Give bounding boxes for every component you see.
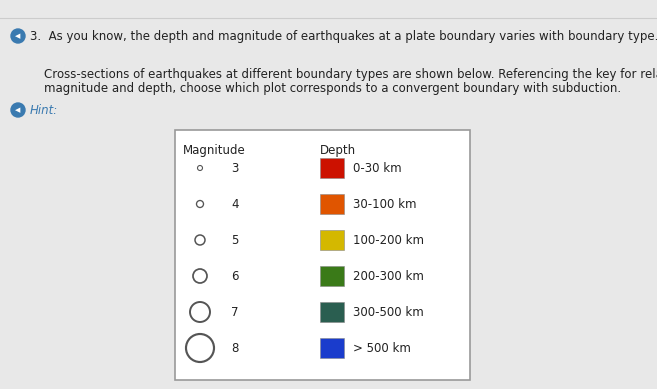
Text: 3.  As you know, the depth and magnitude of earthquakes at a plate boundary vari: 3. As you know, the depth and magnitude … [30, 30, 657, 42]
Bar [320, 158, 344, 178]
Text: 8: 8 [231, 342, 238, 354]
Bar [175, 130, 470, 380]
Text: ◀: ◀ [15, 107, 20, 113]
Text: 300-500 km: 300-500 km [353, 305, 424, 319]
Text: magnitude and depth, choose which plot corresponds to a convergent boundary with: magnitude and depth, choose which plot c… [44, 82, 621, 95]
Text: 100-200 km: 100-200 km [353, 233, 424, 247]
Text: ◀: ◀ [15, 33, 20, 39]
Text: 4: 4 [231, 198, 238, 210]
Text: 200-300 km: 200-300 km [353, 270, 424, 282]
Text: > 500 km: > 500 km [353, 342, 411, 354]
Text: Hint:: Hint: [30, 103, 58, 116]
Text: Depth: Depth [320, 144, 356, 157]
Bar [320, 266, 344, 286]
Text: Cross-sections of earthquakes at different boundary types are shown below. Refer: Cross-sections of earthquakes at differe… [44, 68, 657, 81]
Bar [320, 230, 344, 250]
Text: 3: 3 [231, 161, 238, 175]
Text: 7: 7 [231, 305, 238, 319]
Text: 5: 5 [231, 233, 238, 247]
Bar [320, 194, 344, 214]
Text: Magnitude: Magnitude [183, 144, 246, 157]
Text: 6: 6 [231, 270, 238, 282]
Circle shape [11, 29, 25, 43]
Circle shape [11, 103, 25, 117]
Bar [320, 302, 344, 322]
Text: 0-30 km: 0-30 km [353, 161, 401, 175]
Bar [320, 338, 344, 358]
Text: 30-100 km: 30-100 km [353, 198, 417, 210]
